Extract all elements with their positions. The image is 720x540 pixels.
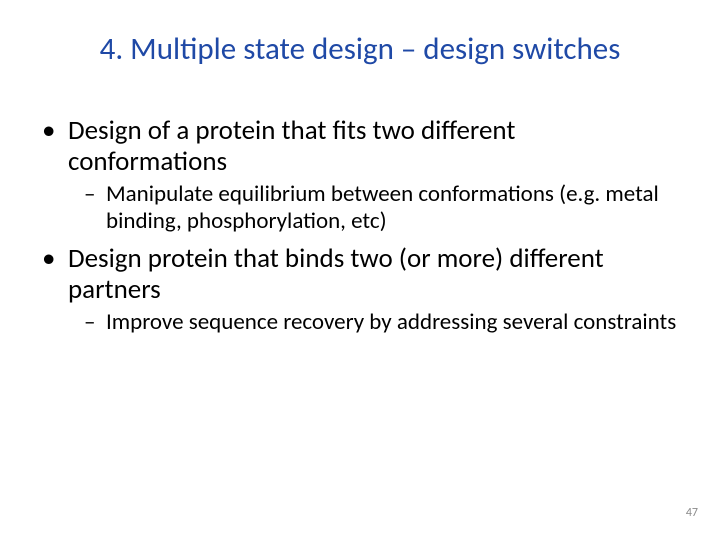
slide-title: 4. Multiple state design – design switch… — [0, 30, 720, 68]
dash-icon: – — [84, 181, 106, 208]
bullet-list-level1: • Design of a protein that fits two diff… — [42, 115, 678, 337]
slide: 4. Multiple state design – design switch… — [0, 0, 720, 540]
bullet-icon: • — [42, 115, 68, 146]
dash-icon: – — [84, 309, 106, 336]
list-item: – Manipulate equilibrium between conform… — [84, 181, 678, 235]
list-item: – Improve sequence recovery by addressin… — [84, 309, 678, 336]
bullet-list-level2: – Manipulate equilibrium between conform… — [84, 181, 678, 235]
bullet-icon: • — [42, 243, 68, 274]
bullet-list-level2: – Improve sequence recovery by addressin… — [84, 309, 678, 336]
bullet-text: Design of a protein that fits two differ… — [68, 115, 678, 177]
bullet-text: Design protein that binds two (or more) … — [68, 243, 678, 305]
slide-body: • Design of a protein that fits two diff… — [42, 115, 678, 345]
list-item: • Design protein that binds two (or more… — [42, 243, 678, 336]
sub-bullet-text: Improve sequence recovery by addressing … — [106, 309, 678, 336]
page-number: 47 — [686, 506, 698, 520]
list-item: • Design of a protein that fits two diff… — [42, 115, 678, 235]
sub-bullet-text: Manipulate equilibrium between conformat… — [106, 181, 678, 235]
